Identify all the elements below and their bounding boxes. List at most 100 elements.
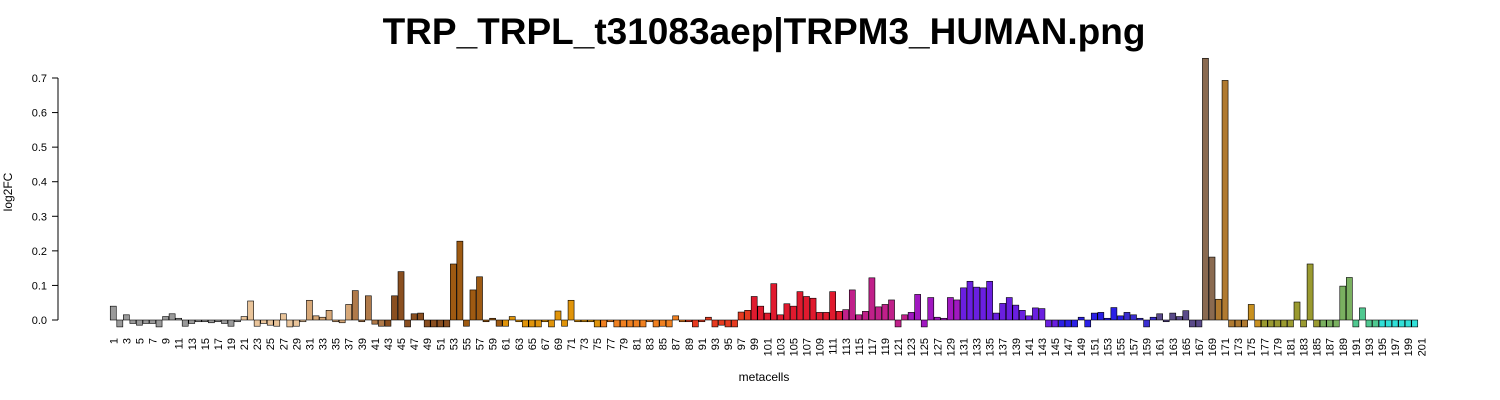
bar-metacell-92 bbox=[705, 316, 712, 321]
bar-metacell-105 bbox=[790, 305, 797, 321]
bar-metacell-61 bbox=[502, 319, 509, 327]
y-tick-label: 0.1 bbox=[32, 280, 47, 292]
x-tick-label: 159 bbox=[1142, 338, 1154, 356]
bar-metacell-166 bbox=[1189, 319, 1196, 328]
bar-metacell-34 bbox=[325, 310, 333, 321]
x-tick-label: 141 bbox=[1024, 338, 1036, 356]
x-tick-label: 59 bbox=[488, 338, 500, 350]
x-tick-label: 125 bbox=[919, 338, 931, 356]
x-tick-label: 175 bbox=[1246, 338, 1258, 356]
x-tick-label: 51 bbox=[435, 338, 447, 350]
x-tick-label: 185 bbox=[1312, 338, 1324, 356]
bar-metacell-109 bbox=[816, 312, 823, 321]
bar-metacell-173 bbox=[1234, 319, 1242, 328]
x-tick-label: 61 bbox=[501, 338, 513, 350]
bar-metacell-177 bbox=[1261, 319, 1268, 328]
x-tick-label: 93 bbox=[710, 338, 722, 350]
bar-metacell-81 bbox=[633, 319, 640, 328]
bar-metacell-52 bbox=[443, 319, 451, 328]
x-tick-label: 113 bbox=[841, 338, 853, 356]
bar-metacell-3 bbox=[123, 314, 130, 321]
x-tick-label: 7 bbox=[148, 338, 160, 344]
bar-metacell-196 bbox=[1385, 319, 1392, 328]
bar-metacell-174 bbox=[1241, 319, 1249, 328]
x-tick-label: 179 bbox=[1272, 338, 1284, 356]
bar-metacell-68 bbox=[548, 319, 555, 328]
bar-metacell-150 bbox=[1084, 319, 1092, 328]
bar-metacell-67 bbox=[541, 319, 549, 323]
bar-metacell-178 bbox=[1267, 319, 1275, 328]
bar-metacell-37 bbox=[345, 304, 353, 321]
y-axis-label: log2FC bbox=[1, 172, 15, 211]
y-axis: 0.0 0.1 0.2 0.3 0.4 0.5 0.6 0.7 bbox=[32, 73, 59, 327]
x-tick-label: 19 bbox=[226, 338, 238, 350]
bar-metacell-124 bbox=[914, 294, 921, 321]
x-tick-label: 81 bbox=[631, 338, 643, 350]
bar-metacell-50 bbox=[430, 319, 438, 328]
bar-metacell-9 bbox=[162, 316, 169, 321]
bar-metacell-157 bbox=[1130, 314, 1137, 321]
bar-metacell-102 bbox=[770, 283, 778, 321]
x-tick-label: 165 bbox=[1181, 338, 1193, 356]
x-tick-label: 91 bbox=[697, 338, 709, 350]
bar-metacell-163 bbox=[1169, 312, 1177, 321]
x-tick-label: 1 bbox=[108, 338, 120, 344]
bar-metacell-187 bbox=[1326, 319, 1334, 328]
x-tick-label: 121 bbox=[893, 338, 905, 356]
bar-metacell-42 bbox=[378, 319, 385, 327]
y-tick-label: 0.3 bbox=[32, 211, 47, 223]
bar-metacell-148 bbox=[1071, 319, 1078, 328]
bar-metacell-110 bbox=[822, 312, 830, 321]
x-tick-label: 115 bbox=[854, 338, 866, 356]
bar-metacell-155 bbox=[1117, 315, 1124, 321]
bar-metacell-75 bbox=[593, 319, 601, 328]
bar-metacell-158 bbox=[1136, 317, 1144, 321]
bar-metacell-114 bbox=[848, 289, 856, 321]
bar-metacell-17 bbox=[214, 319, 222, 323]
bar-metacell-27 bbox=[279, 313, 287, 321]
bar-metacell-82 bbox=[639, 319, 647, 328]
bar-metacell-30 bbox=[299, 319, 307, 323]
chart-title: TRP_TRPL_t31083aep|TRPM3_HUMAN.png bbox=[383, 11, 1146, 53]
x-tick-label: 153 bbox=[1102, 338, 1114, 356]
x-tick-label: 187 bbox=[1325, 338, 1337, 356]
x-tick-label: 107 bbox=[802, 338, 814, 356]
bar-metacell-101 bbox=[763, 312, 771, 321]
bar-metacell-143 bbox=[1038, 308, 1046, 321]
x-tick-label: 89 bbox=[684, 338, 696, 350]
bar-metacell-51 bbox=[436, 319, 444, 328]
bar-metacell-147 bbox=[1064, 319, 1072, 328]
x-tick-label: 169 bbox=[1207, 338, 1219, 356]
bar-metacell-8 bbox=[155, 319, 163, 328]
bar-metacell-197 bbox=[1391, 319, 1399, 328]
x-tick-label: 133 bbox=[972, 338, 984, 356]
bar-metacell-73 bbox=[580, 319, 588, 323]
bar-metacell-123 bbox=[907, 312, 915, 321]
bar-metacell-90 bbox=[692, 319, 699, 328]
x-tick-label: 71 bbox=[566, 338, 578, 350]
x-tick-label: 97 bbox=[736, 338, 748, 350]
x-tick-label: 111 bbox=[828, 338, 840, 355]
bar-metacell-66 bbox=[535, 319, 542, 328]
bar-metacell-126 bbox=[927, 297, 935, 321]
x-tick-label: 15 bbox=[200, 338, 212, 350]
bar-metacell-179 bbox=[1274, 319, 1281, 328]
x-tick-label: 83 bbox=[645, 338, 657, 350]
bar-metacell-172 bbox=[1228, 319, 1235, 328]
bar-metacell-6 bbox=[142, 319, 150, 324]
bar-metacell-168 bbox=[1202, 57, 1209, 321]
x-tick-label: 95 bbox=[723, 338, 735, 350]
bars-group bbox=[109, 57, 1419, 328]
bar-metacell-96 bbox=[731, 319, 738, 328]
bar-metacell-194 bbox=[1372, 319, 1379, 328]
x-tick-label: 63 bbox=[514, 338, 526, 350]
bar-metacell-103 bbox=[777, 314, 784, 321]
x-tick-label: 57 bbox=[475, 338, 487, 350]
x-tick-label: 195 bbox=[1377, 338, 1389, 356]
bar-metacell-108 bbox=[809, 297, 817, 321]
bar-metacell-74 bbox=[587, 319, 594, 323]
x-tick-label: 39 bbox=[357, 338, 369, 350]
bar-metacell-138 bbox=[1005, 297, 1013, 321]
bar-metacell-83 bbox=[646, 319, 653, 323]
bar-metacell-99 bbox=[750, 296, 758, 321]
